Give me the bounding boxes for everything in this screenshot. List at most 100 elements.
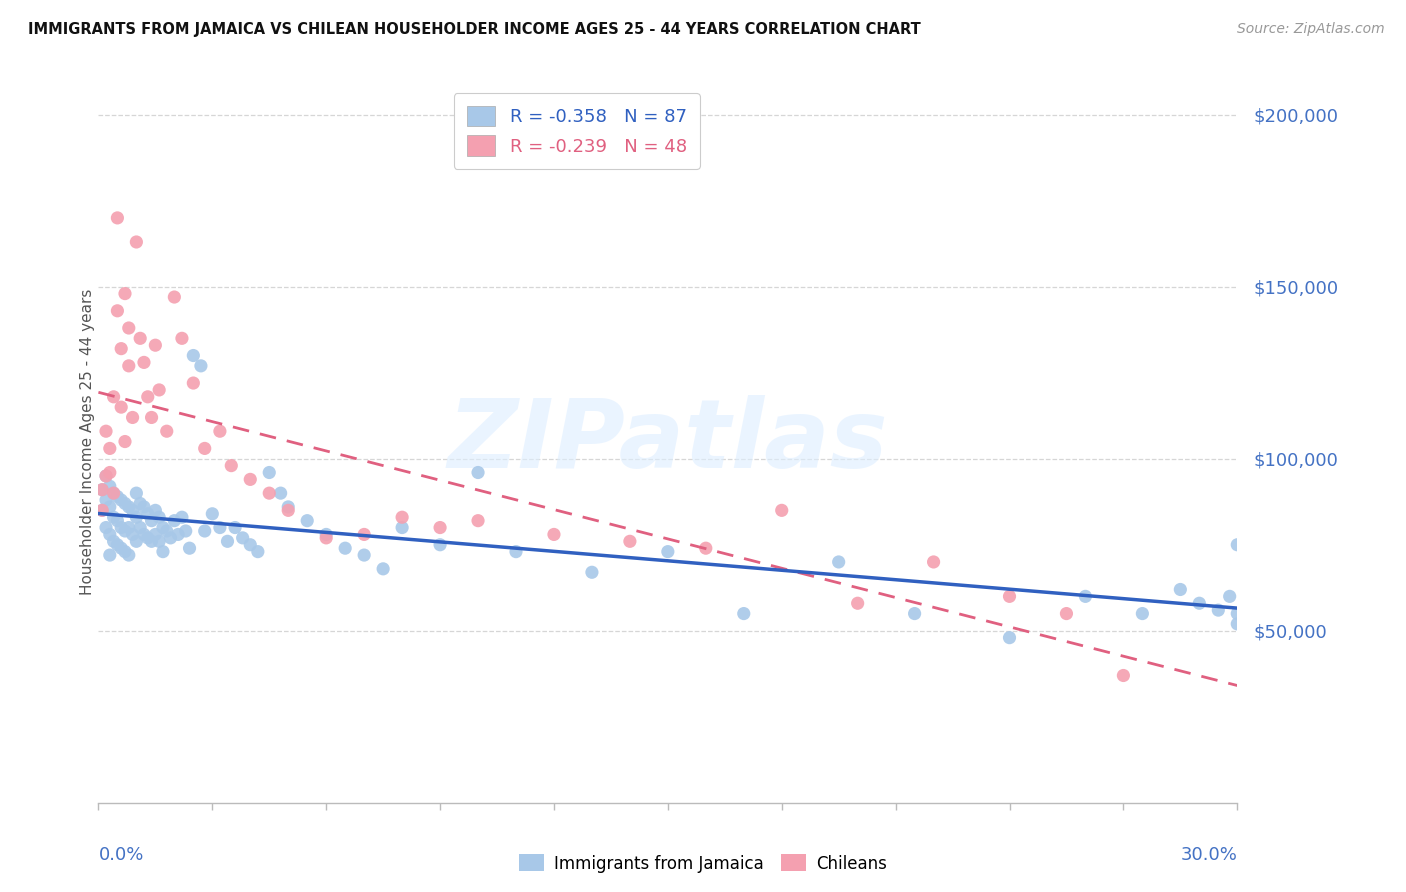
Point <box>208 520 231 534</box>
Point <box>148 510 170 524</box>
Point <box>239 472 262 486</box>
Point <box>170 331 193 345</box>
Point <box>467 466 489 480</box>
Legend: Immigrants from Jamaica, Chileans: Immigrants from Jamaica, Chileans <box>513 847 893 880</box>
Point <box>619 534 641 549</box>
Point <box>94 493 117 508</box>
Point <box>277 500 299 514</box>
Legend: R = -0.358   N = 87, R = -0.239   N = 48: R = -0.358 N = 87, R = -0.239 N = 48 <box>454 93 700 169</box>
Point <box>91 503 114 517</box>
Point <box>1112 668 1135 682</box>
Point <box>922 555 945 569</box>
Point <box>429 538 451 552</box>
Point <box>467 514 489 528</box>
Point <box>91 483 114 497</box>
Point <box>179 541 201 556</box>
Point <box>114 544 136 558</box>
Point <box>846 596 869 610</box>
Point <box>1226 538 1249 552</box>
Point <box>581 566 603 580</box>
Point <box>170 510 193 524</box>
Point <box>107 211 129 225</box>
Point <box>125 235 148 249</box>
Point <box>114 496 136 510</box>
Text: 0.0%: 0.0% <box>98 847 143 864</box>
Point <box>103 390 125 404</box>
Point <box>1219 590 1241 604</box>
Point <box>94 424 117 438</box>
Point <box>152 520 174 534</box>
Point <box>1226 607 1249 621</box>
Point <box>107 303 129 318</box>
Point <box>221 458 243 473</box>
Point <box>998 631 1021 645</box>
Point <box>94 469 117 483</box>
Point <box>145 527 167 541</box>
Point <box>114 524 136 538</box>
Point <box>733 607 755 621</box>
Point <box>828 555 851 569</box>
Point <box>110 520 132 534</box>
Point <box>98 548 121 562</box>
Point <box>107 514 129 528</box>
Point <box>145 503 167 517</box>
Point <box>103 486 125 500</box>
Point <box>695 541 717 556</box>
Text: 30.0%: 30.0% <box>1181 847 1237 864</box>
Point <box>110 400 132 414</box>
Point <box>429 520 451 534</box>
Point <box>156 424 179 438</box>
Point <box>91 483 114 497</box>
Point <box>259 486 281 500</box>
Point <box>98 466 121 480</box>
Point <box>239 538 262 552</box>
Point <box>174 524 197 538</box>
Point <box>1208 603 1230 617</box>
Point <box>121 410 143 425</box>
Point <box>391 510 413 524</box>
Point <box>259 466 281 480</box>
Point <box>132 500 155 514</box>
Point <box>1226 616 1249 631</box>
Text: ZIPatlas: ZIPatlas <box>447 395 889 488</box>
Point <box>770 503 793 517</box>
Point <box>148 534 170 549</box>
Point <box>141 534 163 549</box>
Point <box>98 527 121 541</box>
Point <box>246 544 269 558</box>
Point <box>121 503 143 517</box>
Point <box>136 531 159 545</box>
Point <box>98 442 121 456</box>
Point <box>183 376 205 390</box>
Point <box>194 524 217 538</box>
Point <box>224 520 246 534</box>
Point <box>125 510 148 524</box>
Point <box>998 590 1021 604</box>
Point <box>232 531 254 545</box>
Point <box>217 534 239 549</box>
Point <box>194 442 217 456</box>
Point <box>141 514 163 528</box>
Point <box>129 520 152 534</box>
Point <box>505 544 527 558</box>
Point <box>1188 596 1211 610</box>
Point <box>163 514 186 528</box>
Point <box>94 469 117 483</box>
Point <box>163 290 186 304</box>
Point <box>391 520 413 534</box>
Point <box>103 510 125 524</box>
Point <box>118 548 141 562</box>
Point <box>129 331 152 345</box>
Point <box>270 486 292 500</box>
Point <box>353 527 375 541</box>
Point <box>159 531 181 545</box>
Point <box>121 527 143 541</box>
Point <box>132 527 155 541</box>
Point <box>335 541 357 556</box>
Point <box>107 538 129 552</box>
Point <box>114 286 136 301</box>
Point <box>136 390 159 404</box>
Point <box>183 349 205 363</box>
Point <box>107 490 129 504</box>
Point <box>315 527 337 541</box>
